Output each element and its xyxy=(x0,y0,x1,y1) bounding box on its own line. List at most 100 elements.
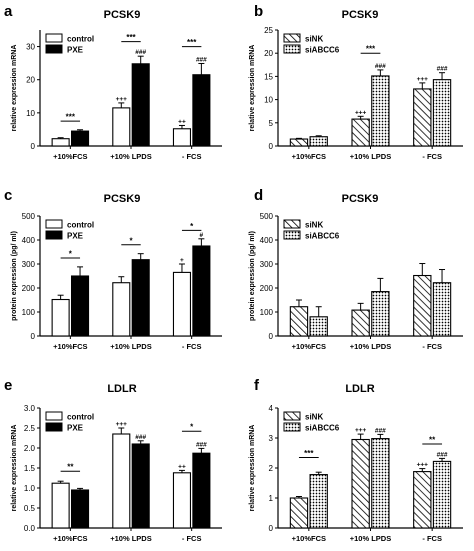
y-axis-label: relative expression mRNA xyxy=(249,425,256,512)
x-category-label: - FCS xyxy=(422,534,442,543)
significance-mark: ### xyxy=(196,441,207,448)
y-tick-label: 5 xyxy=(269,119,274,128)
y-tick-label: 0 xyxy=(269,524,274,533)
bar-control xyxy=(172,128,192,147)
x-category-label: +10% LPDS xyxy=(110,342,151,351)
x-category-label: +10% LPDS xyxy=(350,534,391,543)
legend-label: PXE xyxy=(67,46,84,55)
significance-label: *** xyxy=(304,449,314,458)
panel-letter: e xyxy=(4,377,12,394)
significance-mark: +++ xyxy=(417,462,429,469)
bar-siABCC6 xyxy=(432,282,452,337)
y-tick-label: 2.5 xyxy=(24,424,36,433)
x-category-label: +10%FCS xyxy=(292,342,326,351)
significance-mark: +++ xyxy=(355,427,367,434)
y-tick-label: 3.0 xyxy=(24,404,36,413)
panel-d: d PCSK9 0 100 200 300 400 500 protein expression… xyxy=(249,187,463,351)
x-category-label: - FCS xyxy=(182,534,202,543)
significance-mark: +++ xyxy=(417,76,429,83)
bar-siABCC6 xyxy=(432,460,452,529)
bar-PXE xyxy=(131,443,150,529)
significance-mark: +++ xyxy=(116,96,128,103)
y-tick-label: 0 xyxy=(269,142,274,151)
y-tick-label: 300 xyxy=(22,260,36,269)
significance-label: *** xyxy=(187,38,197,47)
significance-mark: ### xyxy=(437,66,448,73)
y-tick-label: 0 xyxy=(31,332,36,341)
legend-swatch xyxy=(45,230,63,240)
y-tick-label: 100 xyxy=(260,308,274,317)
significance-mark: ### xyxy=(375,427,386,434)
legend-label: siABCC6 xyxy=(305,232,340,241)
legend-swatch xyxy=(45,44,63,54)
y-tick-label: 0.0 xyxy=(24,524,36,533)
significance-mark: ### xyxy=(135,49,146,56)
legend-label: control xyxy=(67,413,94,422)
y-axis-label: relative expression mRNA xyxy=(11,425,18,512)
significance-label: ** xyxy=(67,463,74,472)
legend-label: siNK xyxy=(305,221,323,230)
chart-title: PCSK9 xyxy=(104,9,141,21)
y-tick-label: 400 xyxy=(22,236,36,245)
panel-letter: a xyxy=(4,3,13,20)
y-tick-label: 1.5 xyxy=(24,464,36,473)
significance-mark: + xyxy=(180,257,184,264)
significance-label: *** xyxy=(66,113,76,122)
bar-control xyxy=(51,482,70,529)
y-tick-label: 25 xyxy=(264,26,273,35)
bar-control xyxy=(51,298,70,337)
x-category-label: - FCS xyxy=(182,342,202,351)
bar-PXE xyxy=(131,259,150,337)
panel-e: e LDLR 0.0 0.5 1.0 1.5 2.0 2.5 3.0 relative expre… xyxy=(4,377,222,543)
y-axis-label: protein expression (pg/ ml) xyxy=(249,231,256,321)
y-tick-label: 0 xyxy=(31,142,36,151)
bar-siNK xyxy=(289,306,309,337)
bar-siABCC6 xyxy=(371,438,390,529)
x-category-label: - FCS xyxy=(182,152,202,161)
y-tick-label: 300 xyxy=(260,260,274,269)
bar-PXE xyxy=(70,489,90,529)
significance-mark: # xyxy=(200,232,204,239)
y-axis-label: protein expression (pg/ ml) xyxy=(11,231,18,321)
x-category-label: +10%FCS xyxy=(53,534,87,543)
y-tick-label: 1.0 xyxy=(24,484,36,493)
legend-swatch xyxy=(283,33,301,43)
legend-swatch xyxy=(45,219,63,229)
significance-label: * xyxy=(190,222,194,231)
bar-siABCC6 xyxy=(309,316,328,337)
y-tick-label: 10 xyxy=(264,96,273,105)
y-tick-label: 500 xyxy=(22,212,36,221)
bar-siNK xyxy=(413,471,432,529)
x-category-label: - FCS xyxy=(422,342,442,351)
bar-control xyxy=(172,271,192,337)
significance-mark: +++ xyxy=(355,109,367,116)
panel-letter: f xyxy=(254,377,260,394)
x-category-label: +10% LPDS xyxy=(350,152,391,161)
chart-title: PCSK9 xyxy=(342,193,379,205)
y-tick-label: 30 xyxy=(26,43,35,52)
significance-label: * xyxy=(190,423,194,432)
x-category-label: +10%FCS xyxy=(292,534,326,543)
bar-siNK xyxy=(413,88,432,147)
legend-label: siNK xyxy=(305,413,323,422)
chart-title: PCSK9 xyxy=(342,9,379,21)
x-category-label: +10%FCS xyxy=(53,342,87,351)
bar-siNK xyxy=(351,309,370,337)
significance-label: ** xyxy=(429,436,436,445)
bar-siNK xyxy=(289,497,309,529)
legend-label: siABCC6 xyxy=(305,46,340,55)
y-tick-label: 0 xyxy=(269,332,274,341)
significance-mark: +++ xyxy=(116,421,128,428)
significance-mark: ++ xyxy=(178,118,186,125)
y-tick-label: 15 xyxy=(264,72,273,81)
bar-siNK xyxy=(351,118,370,147)
y-tick-label: 3 xyxy=(269,434,274,443)
x-category-label: +10% LPDS xyxy=(350,342,391,351)
y-tick-label: 400 xyxy=(260,236,274,245)
legend-swatch xyxy=(45,422,63,432)
y-tick-label: 1 xyxy=(269,494,274,503)
significance-label: *** xyxy=(366,45,376,54)
chart-title: LDLR xyxy=(345,383,374,395)
panel-letter: b xyxy=(254,3,263,20)
